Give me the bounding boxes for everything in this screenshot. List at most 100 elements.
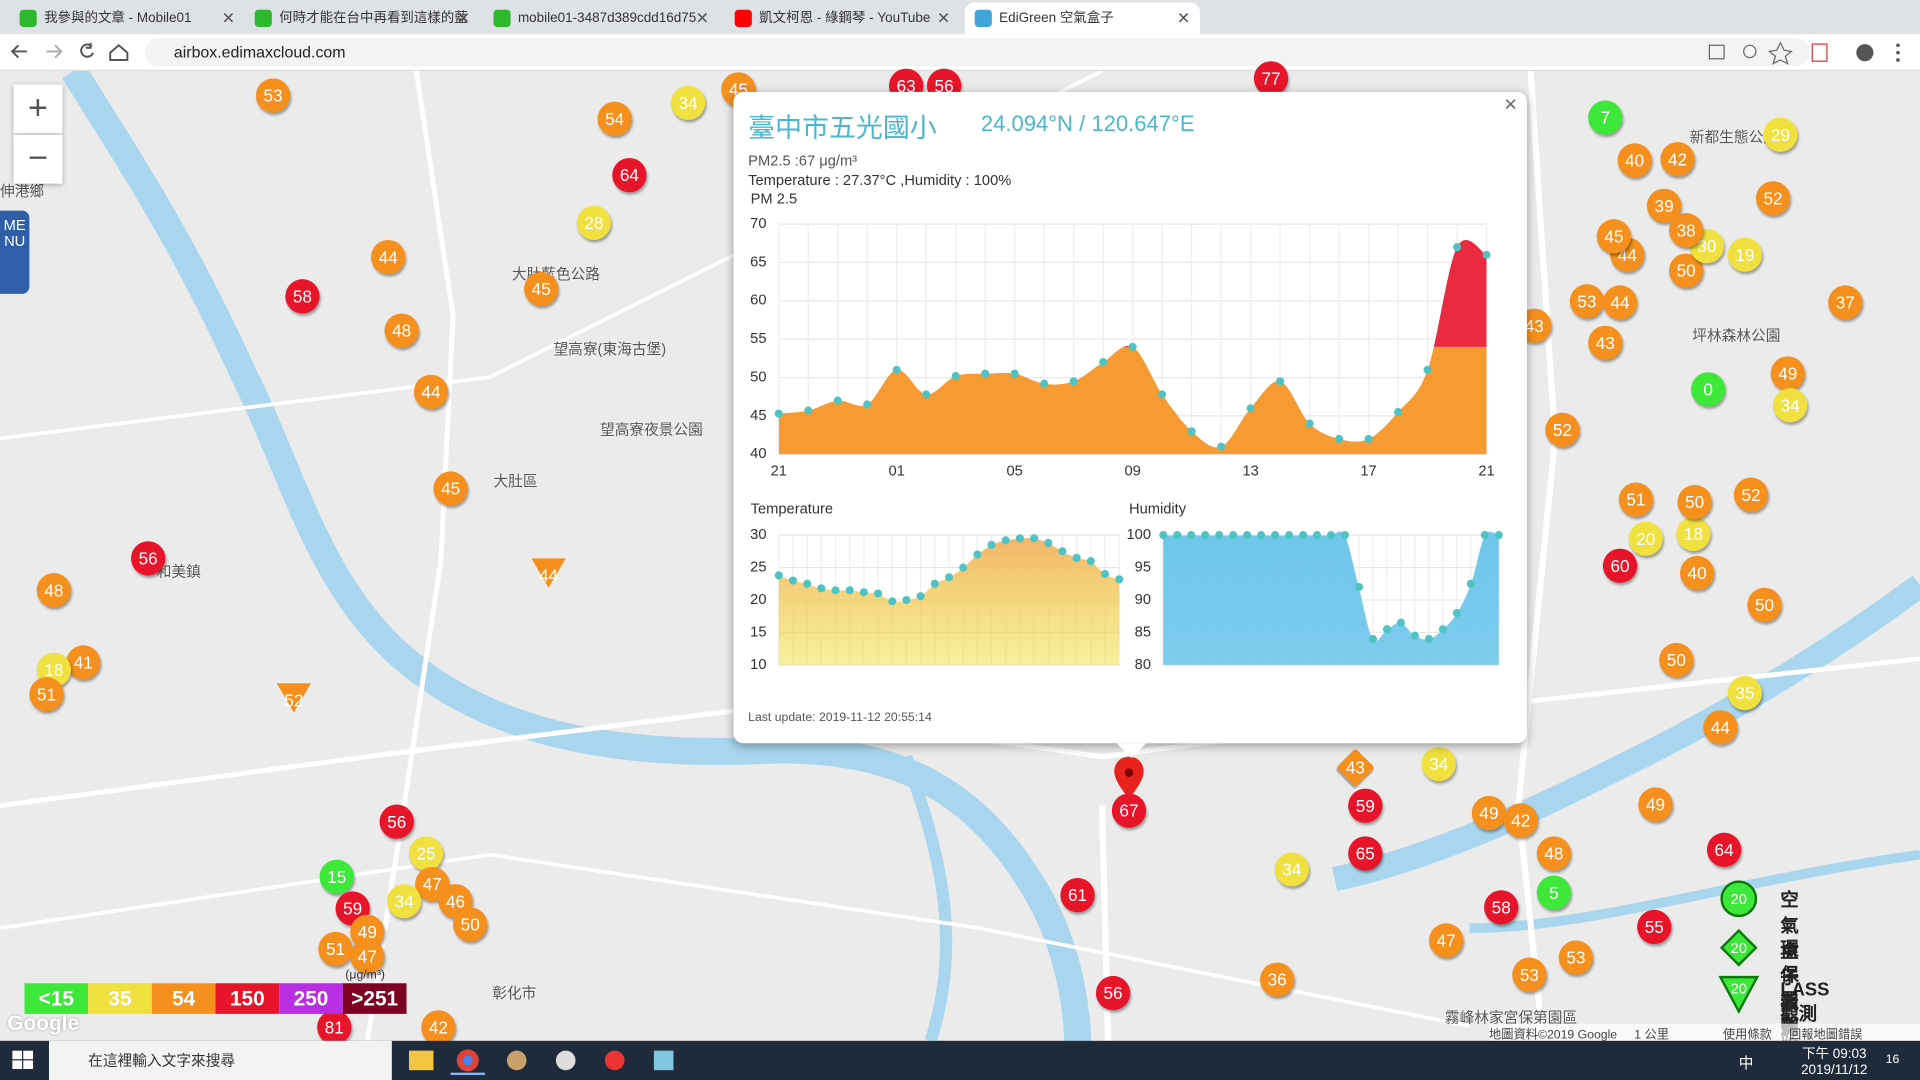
- airbox-marker[interactable]: 42: [1660, 142, 1695, 177]
- airbox-marker[interactable]: 52: [1545, 412, 1580, 447]
- airbox-marker[interactable]: 50: [1668, 253, 1704, 288]
- airbox-marker[interactable]: 44: [1602, 285, 1638, 320]
- start-button[interactable]: [12, 1050, 34, 1071]
- airbox-marker[interactable]: 56: [131, 541, 166, 576]
- airbox-marker[interactable]: 59: [1348, 788, 1383, 823]
- airbox-marker[interactable]: 61: [1060, 877, 1095, 913]
- airbox-marker[interactable]: 51: [318, 931, 353, 967]
- airbox-marker[interactable]: 0: [1691, 372, 1726, 407]
- airbox-marker[interactable]: 35: [1727, 675, 1763, 711]
- airbox-marker[interactable]: 45: [524, 271, 559, 307]
- airbox-marker[interactable]: 65: [1348, 836, 1383, 871]
- airbox-marker[interactable]: 34: [671, 85, 706, 120]
- airbox-marker[interactable]: 50: [1677, 484, 1712, 520]
- airbox-marker[interactable]: 44: [1703, 710, 1738, 745]
- airbox-marker[interactable]: 64: [612, 157, 647, 193]
- airbox-marker[interactable]: 77: [1253, 61, 1289, 96]
- airbox-marker[interactable]: 47: [415, 866, 450, 902]
- airbox-marker[interactable]: 48: [36, 573, 72, 608]
- airbox-marker[interactable]: 41: [66, 645, 101, 680]
- close-button[interactable]: ×: [1504, 91, 1518, 117]
- airbox-marker[interactable]: 34: [1421, 746, 1456, 782]
- airbox-marker[interactable]: 49: [1770, 356, 1805, 391]
- point: [774, 571, 783, 580]
- airbox-marker[interactable]: 60: [1602, 548, 1638, 583]
- airbox-marker[interactable]: 28: [576, 205, 612, 240]
- airbox-marker[interactable]: 64: [1706, 832, 1742, 867]
- airbox-marker[interactable]: 58: [1484, 890, 1519, 925]
- airbox-marker[interactable]: 48: [1536, 836, 1572, 871]
- airbox-marker[interactable]: 40: [1680, 555, 1715, 591]
- airbox-marker[interactable]: 81: [317, 1010, 352, 1045]
- nav-buttons[interactable]: [0, 34, 135, 70]
- airbox-marker[interactable]: 46: [438, 884, 473, 919]
- airbox-marker[interactable]: 38: [1668, 213, 1704, 248]
- airbox-marker[interactable]: 36: [1260, 962, 1295, 997]
- airbox-marker[interactable]: 53: [1558, 940, 1594, 975]
- airbox-marker[interactable]: 50: [453, 907, 488, 942]
- tab[interactable]: mobile01-3487d389cdd16d75 ✕: [484, 2, 719, 34]
- airbox-marker[interactable]: 40: [1617, 143, 1652, 178]
- airbox-marker[interactable]: 67: [1111, 793, 1147, 828]
- point: [1010, 369, 1019, 378]
- airbox-marker[interactable]: 53: [1512, 957, 1547, 992]
- airbox-marker[interactable]: 51: [29, 677, 64, 712]
- tab[interactable]: 凱文柯恩 - 綠鋼琴 - YouTube ✕: [725, 2, 960, 34]
- airbox-marker[interactable]: 42: [1503, 803, 1538, 838]
- report[interactable]: 回報地圖錯誤: [1788, 1028, 1863, 1043]
- airbox-marker[interactable]: 55: [1637, 909, 1672, 945]
- airbox-marker[interactable]: 48: [384, 313, 419, 348]
- airbox-marker[interactable]: 43: [1588, 325, 1623, 360]
- airbox-marker[interactable]: 29: [1763, 117, 1798, 152]
- tab[interactable]: EdiGreen 空氣盒子 ✕: [964, 2, 1200, 35]
- airbox-marker[interactable]: 51: [1618, 482, 1654, 517]
- y-tick-label: 65: [750, 254, 766, 270]
- map[interactable]: 大肚區 彰化市 望高寮(東海古堡) 望高寮夜景公園 大肚藍色公路 伸港鄉 和美鎮 坪林森林公園…: [0, 61, 1920, 1045]
- airbox-marker[interactable]: 54: [597, 101, 632, 136]
- airbox-marker[interactable]: 45: [433, 471, 468, 506]
- address-bar[interactable]: airbox.edimaxcloud.com: [144, 37, 1810, 67]
- airbox-marker[interactable]: 20: [1628, 521, 1663, 556]
- airbox-marker[interactable]: 58: [285, 279, 320, 314]
- airbox-marker[interactable]: 50: [1659, 642, 1694, 678]
- airbox-marker[interactable]: 18: [1676, 516, 1711, 552]
- airbox-marker[interactable]: 7: [1588, 100, 1623, 135]
- airbox-marker[interactable]: 37: [1828, 285, 1863, 320]
- airbox-marker[interactable]: 49: [1638, 787, 1673, 822]
- airbox-marker[interactable]: 45: [1596, 219, 1632, 254]
- airbox-marker[interactable]: 47: [350, 939, 385, 974]
- airbox-marker[interactable]: 44: [413, 374, 449, 409]
- airbox-marker[interactable]: 49: [1471, 795, 1507, 831]
- ime[interactable]: 中: [1738, 1054, 1754, 1072]
- airbox-marker[interactable]: 34: [1274, 852, 1309, 887]
- airbox-marker[interactable]: 19: [1727, 237, 1763, 272]
- airbox-marker[interactable]: 15: [319, 859, 354, 894]
- airbox-marker[interactable]: 50: [1747, 587, 1782, 623]
- airbox-marker[interactable]: 53: [1569, 284, 1605, 319]
- airbox-marker[interactable]: 56: [1095, 975, 1131, 1011]
- airbox-marker[interactable]: 5: [1536, 875, 1572, 910]
- airbox-marker[interactable]: 53: [255, 78, 291, 113]
- airbox-marker[interactable]: 44: [371, 240, 406, 275]
- airbox-marker[interactable]: 52: [1733, 477, 1769, 512]
- airbox-marker[interactable]: 47: [1428, 923, 1464, 958]
- airbox-marker[interactable]: 25: [408, 836, 444, 871]
- y-tick-label: 90: [1135, 592, 1151, 608]
- lass-marker[interactable]: 44: [531, 558, 566, 592]
- zoom-in[interactable]: +: [13, 84, 63, 134]
- airbox-marker[interactable]: 42: [421, 1010, 456, 1045]
- airbox-marker[interactable]: 52: [1755, 181, 1791, 216]
- notifications[interactable]: 16: [1885, 1053, 1900, 1067]
- tab[interactable]: 我參與的文章 - Mobile01 ✕: [10, 2, 245, 34]
- taskbar-apps[interactable]: [404, 1046, 686, 1076]
- lass-marker[interactable]: 52: [276, 683, 312, 717]
- airbox-marker[interactable]: 56: [379, 804, 414, 839]
- airbox-marker[interactable]: 34: [1773, 388, 1808, 423]
- tab[interactable]: 何時才能在台中再看到這樣的藍 ✕: [245, 2, 480, 34]
- search-box[interactable]: 在這裡輸入文字來搜尋: [48, 1040, 392, 1080]
- clock[interactable]: 下午 09:03 2019/11/12: [1800, 1043, 1869, 1078]
- zoom-out[interactable]: −: [13, 134, 63, 184]
- airbox-marker[interactable]: 34: [386, 884, 422, 919]
- menu-button[interactable]: MENU: [0, 210, 30, 294]
- terms[interactable]: 使用條款: [1722, 1028, 1772, 1043]
